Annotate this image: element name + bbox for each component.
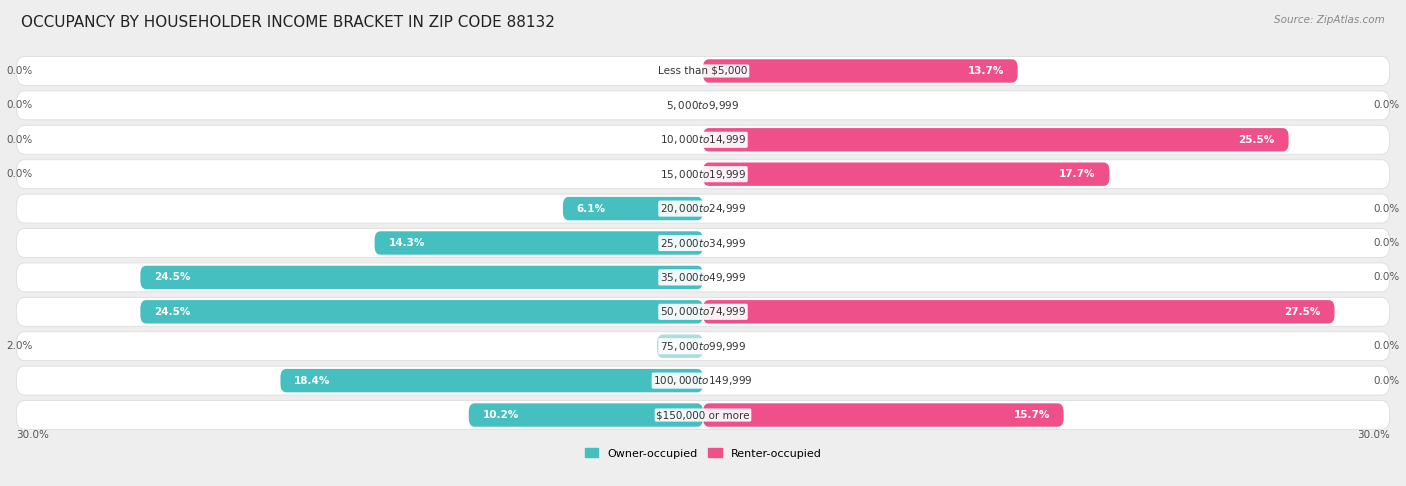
FancyBboxPatch shape [703,300,1334,324]
Text: 30.0%: 30.0% [1357,430,1389,440]
Text: $20,000 to $24,999: $20,000 to $24,999 [659,202,747,215]
Text: Less than $5,000: Less than $5,000 [658,66,748,76]
Text: 0.0%: 0.0% [6,135,32,145]
Text: 0.0%: 0.0% [1374,101,1400,110]
FancyBboxPatch shape [703,403,1063,427]
Text: 0.0%: 0.0% [1374,204,1400,213]
Text: 17.7%: 17.7% [1059,169,1095,179]
FancyBboxPatch shape [374,231,703,255]
FancyBboxPatch shape [17,194,1389,223]
FancyBboxPatch shape [468,403,703,427]
Legend: Owner-occupied, Renter-occupied: Owner-occupied, Renter-occupied [581,444,825,463]
Text: 13.7%: 13.7% [967,66,1004,76]
FancyBboxPatch shape [280,369,703,392]
Text: 0.0%: 0.0% [1374,376,1400,385]
Text: 25.5%: 25.5% [1239,135,1275,145]
FancyBboxPatch shape [703,59,1018,83]
Text: $5,000 to $9,999: $5,000 to $9,999 [666,99,740,112]
FancyBboxPatch shape [141,266,703,289]
Text: Source: ZipAtlas.com: Source: ZipAtlas.com [1274,15,1385,25]
FancyBboxPatch shape [17,160,1389,189]
Text: $75,000 to $99,999: $75,000 to $99,999 [659,340,747,353]
Text: $10,000 to $14,999: $10,000 to $14,999 [659,133,747,146]
Text: 2.0%: 2.0% [6,341,32,351]
Text: 0.0%: 0.0% [6,101,32,110]
Text: OCCUPANCY BY HOUSEHOLDER INCOME BRACKET IN ZIP CODE 88132: OCCUPANCY BY HOUSEHOLDER INCOME BRACKET … [21,15,555,30]
FancyBboxPatch shape [17,56,1389,86]
FancyBboxPatch shape [17,366,1389,395]
FancyBboxPatch shape [17,400,1389,430]
Text: 27.5%: 27.5% [1284,307,1320,317]
Text: 24.5%: 24.5% [155,307,191,317]
Text: $15,000 to $19,999: $15,000 to $19,999 [659,168,747,181]
Text: 14.3%: 14.3% [388,238,425,248]
Text: $150,000 or more: $150,000 or more [657,410,749,420]
FancyBboxPatch shape [703,162,1109,186]
Text: 0.0%: 0.0% [6,169,32,179]
Text: 10.2%: 10.2% [482,410,519,420]
Text: 18.4%: 18.4% [294,376,330,385]
Text: 24.5%: 24.5% [155,273,191,282]
FancyBboxPatch shape [657,334,703,358]
FancyBboxPatch shape [17,125,1389,154]
Text: 15.7%: 15.7% [1014,410,1050,420]
Text: 6.1%: 6.1% [576,204,606,213]
Text: $100,000 to $149,999: $100,000 to $149,999 [654,374,752,387]
FancyBboxPatch shape [703,128,1289,152]
FancyBboxPatch shape [141,300,703,324]
FancyBboxPatch shape [17,91,1389,120]
Text: $25,000 to $34,999: $25,000 to $34,999 [659,237,747,249]
FancyBboxPatch shape [17,297,1389,326]
Text: $35,000 to $49,999: $35,000 to $49,999 [659,271,747,284]
Text: 0.0%: 0.0% [1374,273,1400,282]
Text: 0.0%: 0.0% [6,66,32,76]
FancyBboxPatch shape [17,332,1389,361]
FancyBboxPatch shape [17,263,1389,292]
Text: $50,000 to $74,999: $50,000 to $74,999 [659,305,747,318]
FancyBboxPatch shape [562,197,703,220]
Text: 30.0%: 30.0% [17,430,49,440]
FancyBboxPatch shape [17,228,1389,258]
Text: 0.0%: 0.0% [1374,238,1400,248]
Text: 0.0%: 0.0% [1374,341,1400,351]
